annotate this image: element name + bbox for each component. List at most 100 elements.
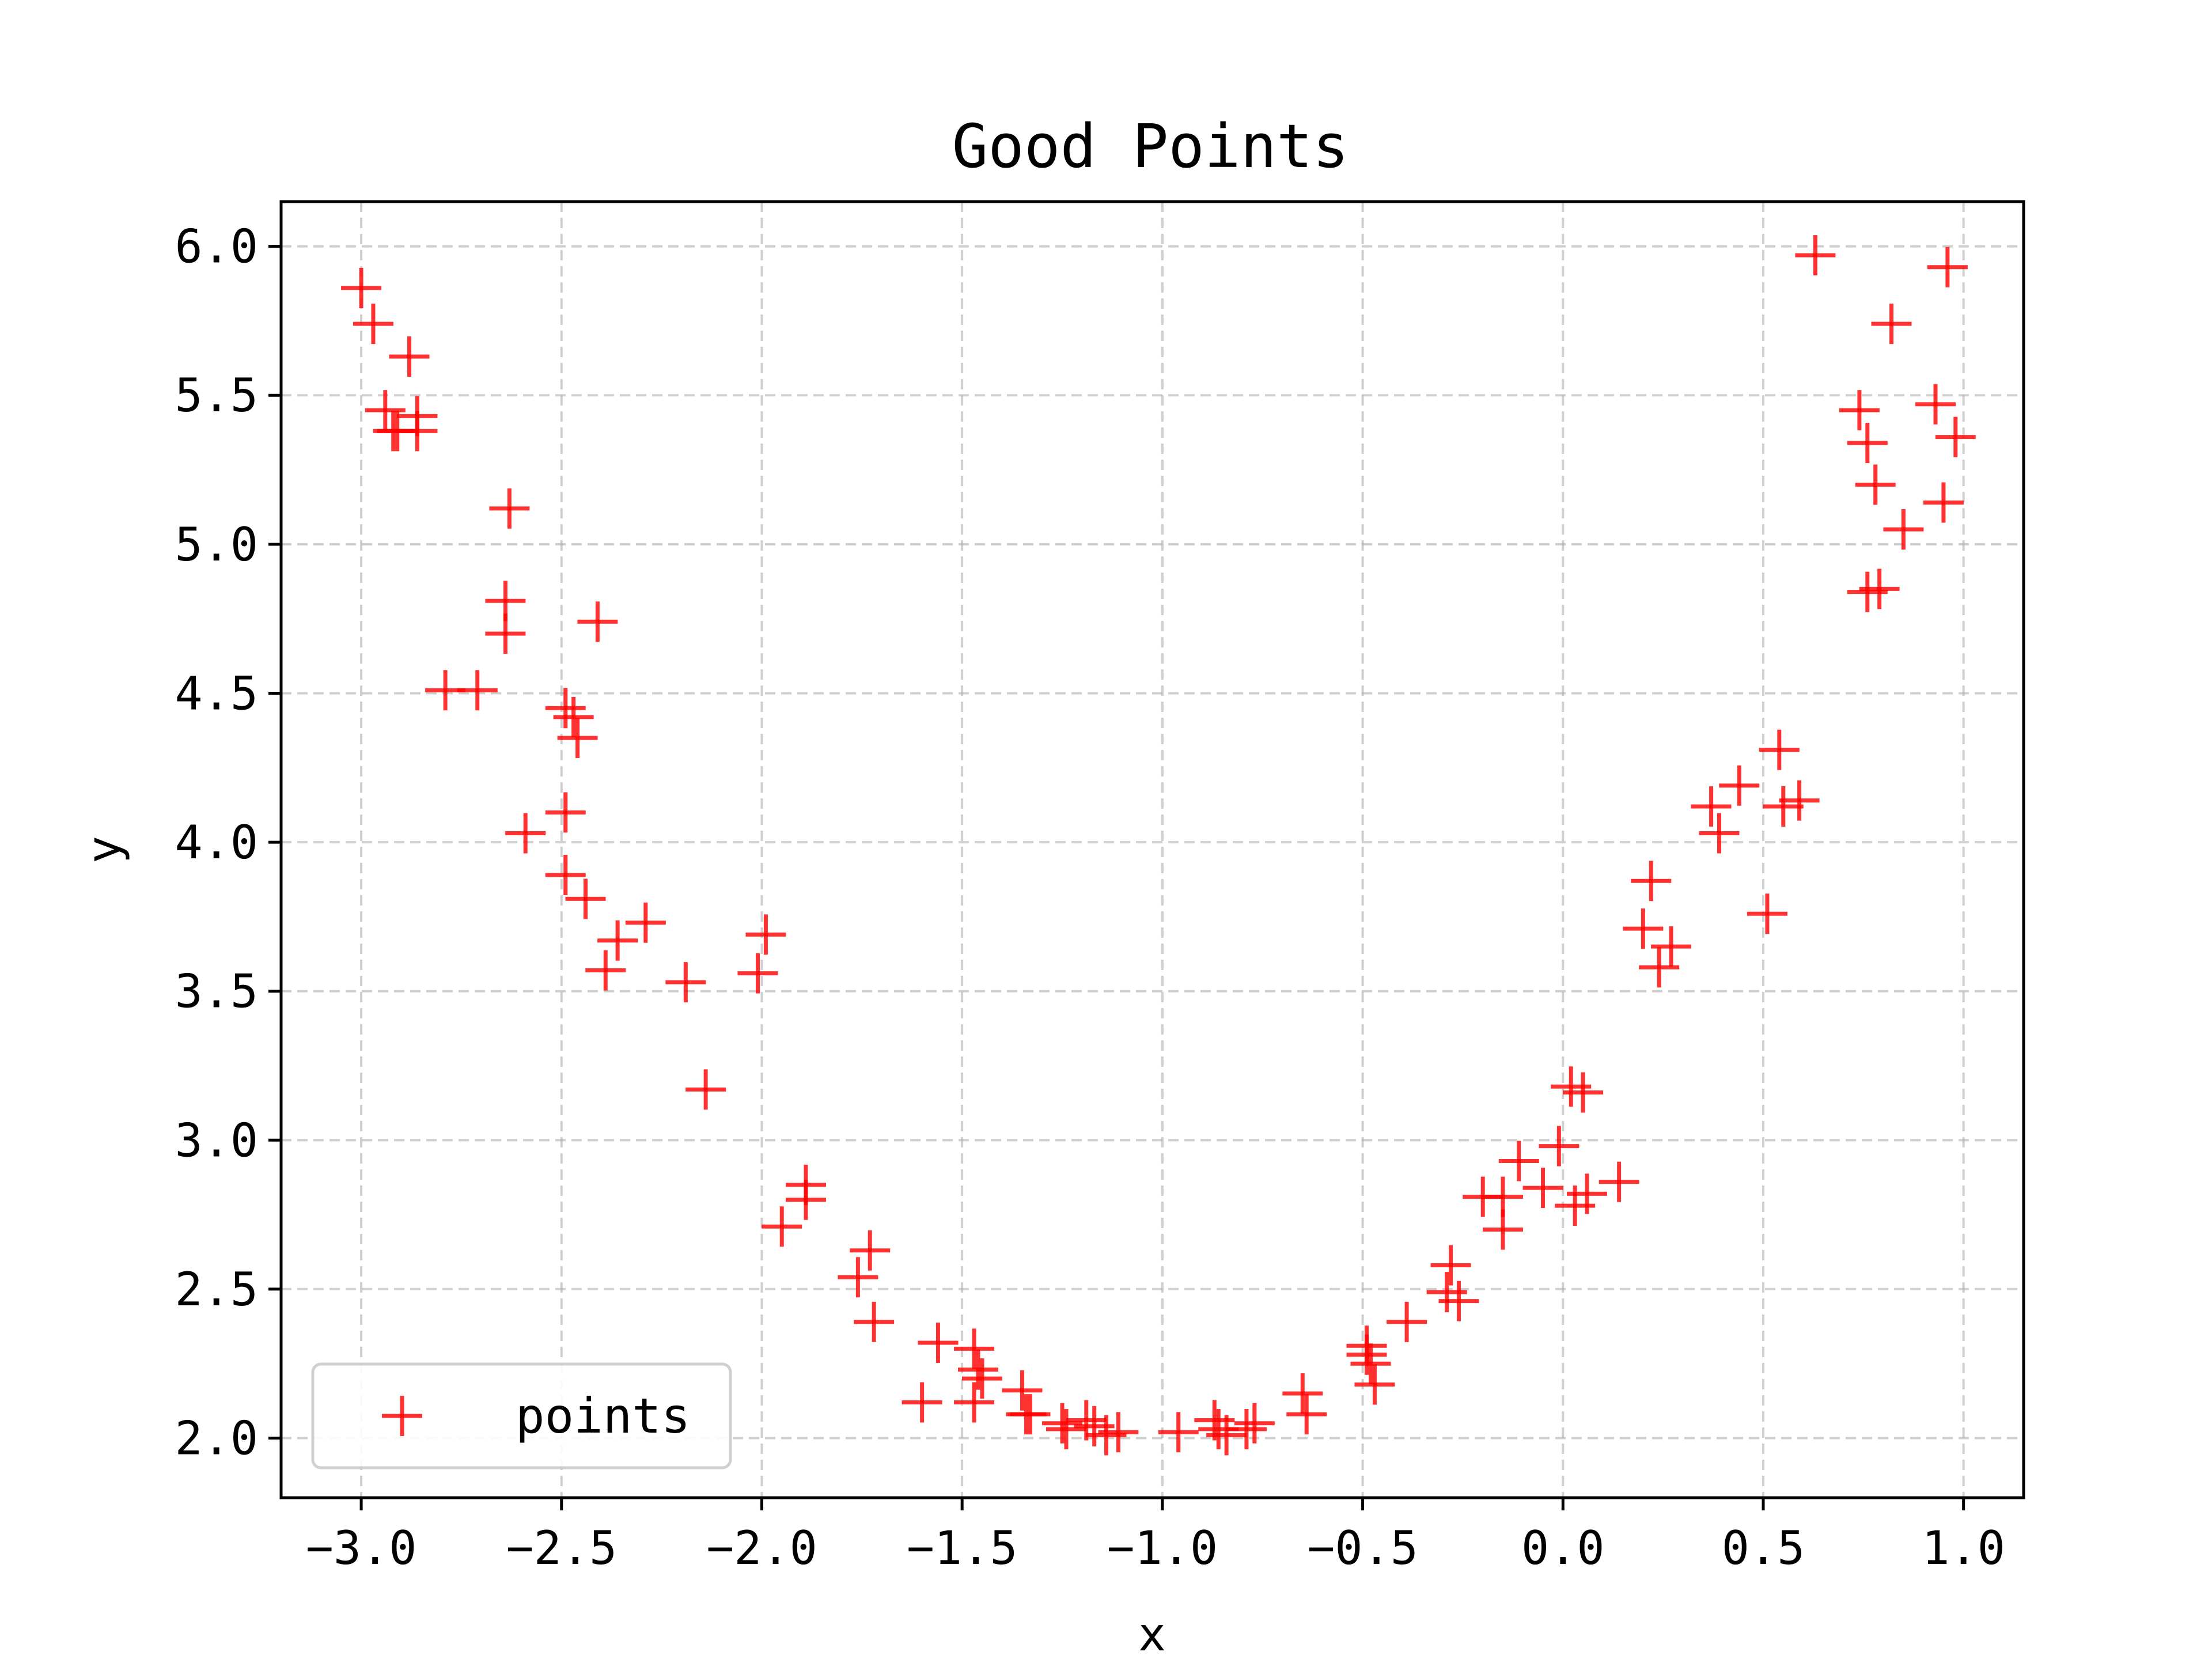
data-point [1098,1412,1139,1453]
data-point [958,1349,998,1390]
data-point [1002,1370,1043,1411]
data-point [1354,1364,1395,1405]
data-point [1042,1403,1083,1444]
x-axis-ticks: −3.0 −2.5 −2.0 −1.5 −1.0 −0.5 0.0 0.5 1.0 [306,1498,2005,1575]
data-point [1563,1072,1604,1113]
data-point [1282,1373,1323,1414]
y-tick-label: 6.0 [175,220,259,274]
data-point [1158,1412,1199,1453]
y-tick-label: 2.0 [175,1412,259,1465]
data-point [625,902,666,943]
data-point [1387,1301,1427,1342]
y-tick-label: 4.5 [175,666,259,720]
data-point [1350,1343,1391,1384]
data-point [1539,1126,1580,1166]
data-point [1206,1415,1247,1456]
data-point [1346,1334,1387,1375]
data-point [557,718,598,759]
data-point [1883,509,1924,550]
y-tick-label: 5.5 [175,369,259,422]
data-point [1719,765,1760,806]
data-point [389,336,430,377]
y-tick-label: 4.0 [175,816,259,869]
data-point [1498,1141,1539,1181]
data-point [1623,908,1664,949]
data-point [1046,1409,1086,1450]
data-point [1923,482,1964,523]
data-point [1599,1161,1639,1202]
data-point [545,792,586,833]
y-tick-label: 2.5 [175,1263,259,1316]
data-point [1763,786,1804,827]
y-tick-label: 3.0 [175,1113,259,1167]
data-point [954,1382,995,1423]
data-point [577,601,618,642]
data-point [1847,422,1888,463]
x-tick-label: 0.0 [1521,1521,1605,1575]
x-tick-label: 0.5 [1722,1521,1805,1575]
plot-frame [279,200,2025,1499]
y-tick-label: 3.5 [175,965,259,1018]
data-point [485,613,526,654]
data-point [545,688,586,729]
data-point [854,1301,895,1342]
data-point [762,1206,802,1247]
data-point [397,411,438,452]
data-point [1482,1176,1523,1217]
data-point [1438,1281,1479,1321]
data-point [1567,1173,1608,1214]
data-point [785,1179,826,1220]
data-point [1691,786,1732,827]
data-point [1639,947,1680,988]
x-tick-label: −2.5 [506,1521,617,1575]
data-point [545,854,586,895]
data-point [850,1230,891,1271]
data-point [1871,304,1912,344]
data-point [553,696,594,737]
y-axis-label: y [77,836,131,863]
data-point [838,1257,878,1298]
data-point [505,813,546,854]
y-tick-label: 5.0 [175,518,259,571]
data-point [1915,384,1956,425]
x-tick-label: −3.0 [306,1521,417,1575]
data-point [1631,861,1672,902]
legend-box [311,1362,732,1469]
x-axis-label: x [1138,1608,1166,1659]
data-point [585,950,626,991]
data-point [685,1069,726,1110]
data-point [1779,780,1820,821]
legend-label-points: points [516,1388,690,1444]
x-tick-label: −1.0 [1107,1521,1218,1575]
data-point [1010,1394,1051,1435]
data-point [365,390,406,431]
y-axis-ticks: 2.0 2.5 3.0 3.5 4.0 4.5 5.0 5.5 6.0 [175,220,281,1465]
x-tick-label: −0.5 [1307,1521,1418,1575]
data-point [457,670,498,711]
data-point [1927,247,1968,287]
data-point [1747,893,1787,934]
data-point [745,914,786,955]
data-point [565,878,606,919]
x-tick-label: −2.0 [706,1521,817,1575]
data-point [1759,729,1800,770]
data-point [961,1358,1002,1399]
data-point [489,488,530,529]
data-point [737,953,778,994]
data-point [1522,1168,1563,1209]
data-point [353,304,393,344]
data-point [597,920,638,961]
data-points [341,235,1976,1456]
data-point [1234,1403,1275,1444]
data-point [1839,390,1880,431]
chart-title: Good Points [952,111,1349,181]
data-point [954,1328,995,1369]
data-point [1699,813,1740,854]
data-point [902,1382,942,1423]
data-point [665,962,706,1003]
data-point [1859,569,1900,609]
grid-lines [281,202,2024,1498]
data-point [1430,1245,1471,1286]
